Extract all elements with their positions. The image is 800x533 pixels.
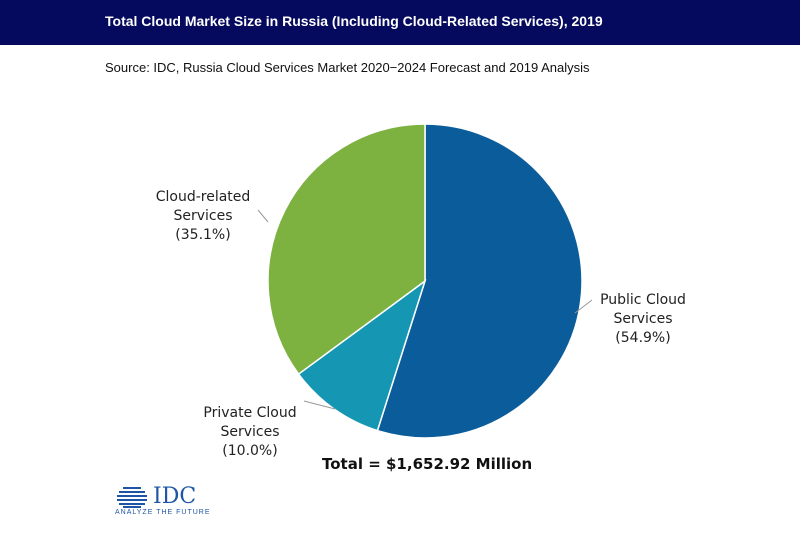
idc-wordmark: IDC (153, 484, 197, 509)
chart-subtitle: Source: IDC, Russia Cloud Services Marke… (105, 60, 590, 75)
globe-icon (117, 487, 147, 508)
leader-line-private-cloud (303, 400, 336, 410)
slice-label-cloud-related: Cloud-related Services (35.1%) (156, 189, 251, 243)
pie-slice-cloud-related (267, 123, 426, 376)
leader-line-public-cloud (574, 299, 593, 314)
total-label: Total = $1,652.92 Million (322, 455, 532, 473)
slice-label-private-cloud: Private Cloud Services (10.0%) (203, 405, 296, 459)
label-leaders (257, 209, 593, 410)
slice-label-public-cloud: Public Cloud Services (54.9%) (600, 292, 686, 346)
slice-labels: Public Cloud Services (54.9%) Private Cloud… (156, 189, 686, 459)
idc-tagline: ANALYZE THE FUTURE (115, 509, 211, 516)
idc-logo: IDC ANALYZE THE FUTURE (115, 484, 225, 520)
pie-slice-public-cloud (376, 123, 583, 439)
chart-title: Total Cloud Market Size in Russia (Inclu… (105, 13, 603, 29)
leader-line-cloud-related (257, 209, 269, 223)
pie-slices (267, 123, 583, 439)
title-bar: Total Cloud Market Size in Russia (Inclu… (0, 0, 800, 45)
